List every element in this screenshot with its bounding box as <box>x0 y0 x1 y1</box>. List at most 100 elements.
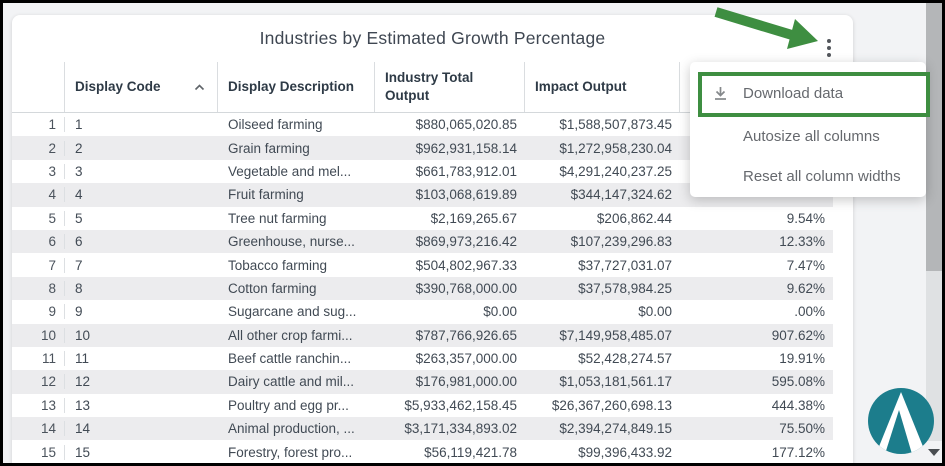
row-number-cell: 13 <box>12 397 65 413</box>
table-row[interactable]: 7 7 Tobacco farming $504,802,967.33 $37,727,… <box>12 253 833 276</box>
menu-item-label: Reset all column widths <box>743 167 901 185</box>
display-description-cell: Grain farming <box>228 140 310 156</box>
table-row[interactable]: 8 8 Cotton farming $390,768,000.00 $37,578,9… <box>12 276 833 301</box>
brand-logo <box>866 386 936 456</box>
table-row[interactable]: 15 15 Forestry, forest pro... $56,119,421.7… <box>12 440 833 463</box>
display-description-cell: Beef cattle ranchin... <box>228 351 352 367</box>
display-description-cell: Sugarcane and sug... <box>228 304 357 320</box>
card-header: Industries by Estimated Growth Percentag… <box>12 15 853 62</box>
sort-asc-icon <box>194 83 205 91</box>
display-description-cell: Tree nut farming <box>228 210 327 226</box>
industry-total-output-cell: $787,766,926.65 <box>415 327 517 343</box>
display-code-cell: 2 <box>75 140 83 156</box>
growth-percentage-cell: 75.50% <box>779 421 825 437</box>
row-number-cell: 12 <box>12 374 65 390</box>
row-number-cell: 3 <box>12 163 65 179</box>
display-description-cell: Cotton farming <box>228 280 317 296</box>
impact-output-cell: $7,149,958,485.07 <box>559 327 672 343</box>
row-number-cell: 6 <box>12 234 65 250</box>
chevron-down-icon <box>928 448 940 456</box>
row-number-cell: 4 <box>12 187 65 203</box>
menu-item-label: Autosize all columns <box>743 127 880 145</box>
growth-percentage-cell: 177.12% <box>771 444 825 460</box>
table-row[interactable]: 1 1 Oilseed farming $880,065,020.85 $1,588,5… <box>12 113 833 136</box>
impact-output-cell: $99,396,433.92 <box>578 444 672 460</box>
display-code-cell: 5 <box>75 210 83 226</box>
table-row[interactable]: 14 14 Animal production, ... $3,171,334,893… <box>12 417 833 441</box>
display-description-cell: All other crop farmi... <box>228 327 353 343</box>
row-number-cell: 9 <box>12 304 65 320</box>
impact-output-cell: $37,727,031.07 <box>578 257 672 273</box>
menu-item-reset-all-column-widths[interactable]: Reset all column widths <box>690 156 926 196</box>
table-row[interactable]: 3 3 Vegetable and mel... $661,783,912.01 $4,… <box>12 160 833 183</box>
display-code-cell: 15 <box>75 444 91 460</box>
data-grid: Display Code Display Description Industr… <box>12 62 833 464</box>
growth-percentage-cell: 19.91% <box>779 351 825 367</box>
impact-output-column-header[interactable]: Impact Output <box>525 62 680 112</box>
industry-total-output-cell: $504,802,967.33 <box>415 257 517 273</box>
display-description-column-header[interactable]: Display Description <box>218 62 375 112</box>
table-row[interactable]: 4 4 Fruit farming $103,068,619.89 $344,147,3… <box>12 183 833 207</box>
table-row[interactable]: 12 12 Dairy cattle and mil... $176,981,000.… <box>12 370 833 394</box>
column-header-label: Display Code <box>75 79 161 95</box>
impact-output-cell: $0.00 <box>638 304 672 320</box>
vertical-scrollbar[interactable] <box>926 3 942 463</box>
growth-percentage-cell: 444.38% <box>771 397 825 413</box>
industry-total-output-column-header[interactable]: Industry Total Output <box>375 62 525 112</box>
table-row[interactable]: 5 5 Tree nut farming $2,169,265.67 $206,862.… <box>12 207 833 230</box>
table-row[interactable]: 10 10 All other crop farmi... $787,766,926.… <box>12 323 833 347</box>
impact-output-cell: $1,588,507,873.45 <box>559 117 672 133</box>
growth-percentage-cell: 9.62% <box>786 280 825 296</box>
industry-total-output-cell: $176,981,000.00 <box>415 374 517 390</box>
display-code-cell: 9 <box>75 304 83 320</box>
kebab-menu-icon[interactable] <box>816 33 842 63</box>
industry-total-output-cell: $869,973,216.42 <box>415 234 517 250</box>
display-description-cell: Animal production, ... <box>228 421 355 437</box>
industry-total-output-cell: $390,768,000.00 <box>415 280 517 296</box>
table-row[interactable]: 9 9 Sugarcane and sug... $0.00 $0.00 .00% <box>12 300 833 323</box>
row-number-cell: 14 <box>12 421 65 437</box>
table-row[interactable]: 13 13 Poultry and egg pr... $5,933,462,158.… <box>12 394 833 417</box>
row-number-cell: 7 <box>12 257 65 273</box>
impact-output-cell: $1,053,181,561.17 <box>559 374 672 390</box>
display-description-cell: Oilseed farming <box>228 117 323 133</box>
growth-percentage-cell: 9.54% <box>786 210 825 226</box>
growth-percentage-cell: 7.47% <box>786 257 825 273</box>
table-row[interactable]: 2 2 Grain farming $962,931,158.14 $1,272,958… <box>12 136 833 160</box>
display-code-cell: 12 <box>75 374 91 390</box>
display-description-cell: Forestry, forest pro... <box>228 444 353 460</box>
industry-total-output-cell: $56,119,421.78 <box>424 444 517 460</box>
scrollbar-thumb[interactable] <box>926 3 942 271</box>
impact-output-cell: $2,394,274,849.15 <box>559 421 672 437</box>
industry-total-output-cell: $0.00 <box>483 304 517 320</box>
menu-item-download-data[interactable]: Download data <box>690 70 926 116</box>
display-description-cell: Fruit farming <box>228 187 304 203</box>
display-code-cell: 11 <box>75 351 90 367</box>
display-code-column-header[interactable]: Display Code <box>65 62 218 112</box>
scrollbar-down-button[interactable] <box>926 441 942 463</box>
impact-output-cell: $1,272,958,230.04 <box>559 140 672 156</box>
impact-output-cell: $344,147,324.62 <box>570 187 672 203</box>
grid-header-row: Display Code Display Description Industr… <box>12 62 833 113</box>
growth-percentage-cell: 907.62% <box>771 327 825 343</box>
industry-total-output-cell: $103,068,619.89 <box>415 187 517 203</box>
display-description-cell: Vegetable and mel... <box>228 163 352 179</box>
display-code-cell: 3 <box>75 163 83 179</box>
industry-total-output-cell: $263,357,000.00 <box>415 351 517 367</box>
row-number-column-header <box>12 62 65 112</box>
grid-body: 1 1 Oilseed farming $880,065,020.85 $1,588,5… <box>12 113 833 464</box>
table-row[interactable]: 11 11 Beef cattle ranchin... $263,357,000.0… <box>12 347 833 370</box>
industry-total-output-cell: $661,783,912.01 <box>415 163 517 179</box>
display-code-cell: 7 <box>75 257 83 273</box>
row-number-cell: 15 <box>12 444 65 460</box>
industry-total-output-cell: $2,169,265.67 <box>430 210 517 226</box>
display-code-cell: 10 <box>75 327 91 343</box>
display-code-cell: 1 <box>75 117 83 133</box>
display-description-cell: Greenhouse, nurse... <box>228 234 355 250</box>
display-description-cell: Poultry and egg pr... <box>228 397 349 413</box>
menu-item-autosize-all-columns[interactable]: Autosize all columns <box>690 116 926 156</box>
display-description-cell: Tobacco farming <box>228 257 328 273</box>
download-icon <box>712 85 729 102</box>
display-description-cell: Dairy cattle and mil... <box>228 374 355 390</box>
table-row[interactable]: 6 6 Greenhouse, nurse... $869,973,216.42 $10… <box>12 229 833 254</box>
